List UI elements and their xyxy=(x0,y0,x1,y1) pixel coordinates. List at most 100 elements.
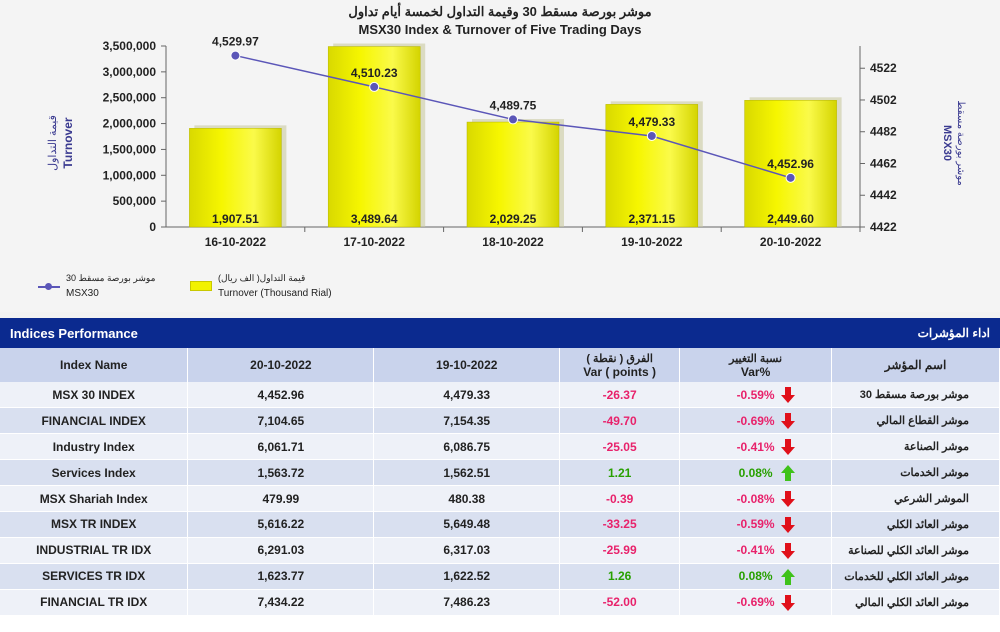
cell-index-name-ar: موشر بورصة مسقط 30 xyxy=(831,382,1000,409)
cell-index-name: FINANCIAL INDEX xyxy=(0,407,189,435)
cell-date2-value: 480.38 xyxy=(373,485,561,512)
cell-date1-value: 4,452.96 xyxy=(187,382,375,409)
legend-turnover-swatch xyxy=(190,281,212,291)
y-right-tick-label: 4442 xyxy=(870,188,897,202)
arrow-down-icon xyxy=(781,516,796,533)
cell-var-points: -0.39 xyxy=(559,485,681,512)
legend-turnover-en: Turnover (Thousand Rial) xyxy=(218,288,332,299)
cell-var-pct: -0.69% xyxy=(679,407,833,435)
cell-date1-value: 6,291.03 xyxy=(187,537,375,564)
y-left-tick-label: 3,500,000 xyxy=(103,39,157,53)
cell-date1-value: 7,104.65 xyxy=(187,407,375,435)
table-body: MSX 30 INDEX 4,452.96 4,479.33 -26.37 -0.59%… xyxy=(0,382,1000,616)
chart-title-ar: موشر بورصة مسقط 30 وقيمة التداول لخمسة أ… xyxy=(348,4,652,19)
msx30-point xyxy=(646,130,657,141)
legend-msx: موشر بورصة مسقط 30 MSX30 xyxy=(66,272,155,300)
turnover-bar xyxy=(189,128,282,228)
table-row: FINANCIAL TR IDX 7,434.22 7,486.23 -52.00 -0… xyxy=(0,589,1000,616)
bar-data-label: 2,449.60 xyxy=(767,212,814,226)
col-header-var-ar: الفرق ( نقطة ) xyxy=(586,352,653,365)
cell-var-points: 1.26 xyxy=(559,563,681,590)
cell-var-pct: -0.59% xyxy=(679,382,833,409)
y-left-tick-label: 3,000,000 xyxy=(103,65,157,79)
cell-index-name: SERVICES TR IDX xyxy=(0,563,189,590)
cell-date2-value: 7,154.35 xyxy=(373,407,561,435)
cell-var-points: -52.00 xyxy=(559,589,681,616)
col-header-pct: نسبة التغيير Var% xyxy=(679,348,833,382)
y-right-tick-label: 4502 xyxy=(870,93,897,107)
table-row: MSX Shariah Index 479.99 480.38 -0.39 -0.08%… xyxy=(0,485,1000,512)
cell-var-pct-value: -0.59% xyxy=(736,387,775,402)
y-left-tick-label: 1,500,000 xyxy=(103,142,157,156)
bar-data-label: 1,907.51 xyxy=(212,212,259,226)
cell-date2-value: 5,649.48 xyxy=(373,511,561,538)
y-left-tick-label: 2,000,000 xyxy=(103,117,157,131)
cell-var-pct-value: -0.41% xyxy=(736,439,775,454)
bar-data-label: 3,489.64 xyxy=(351,212,398,226)
col-header-date1: 20-10-2022 xyxy=(187,348,375,382)
cell-date2-value: 6,086.75 xyxy=(373,433,561,461)
table-row: MSX 30 INDEX 4,452.96 4,479.33 -26.37 -0.59%… xyxy=(0,382,1000,409)
chart-svg: 0 500,000 1,000,000 1,500,000 2,000,000 2,500… xyxy=(47,35,966,249)
cell-index-name-ar: موشر الصناعة xyxy=(831,433,1000,461)
cell-index-name-ar: موشر العائد الكلي xyxy=(831,511,1000,538)
col-header-name: Index Name xyxy=(0,348,189,382)
perf-header: Indices Performance اداء المؤشرات xyxy=(0,318,1000,348)
line-data-label: 4,452.96 xyxy=(767,157,814,171)
cell-date1-value: 7,434.22 xyxy=(187,589,375,616)
legend-msx-en: MSX30 xyxy=(66,288,99,299)
cell-var-pct: -0.59% xyxy=(679,511,833,538)
cell-date1-value: 1,623.77 xyxy=(187,563,375,590)
legend-turnover: قيمة التداول( الف ريال) Turnover (Thousa… xyxy=(218,272,332,300)
col-header-var: الفرق ( نقطة ) Var ( points ) xyxy=(559,348,681,382)
cell-index-name: MSX TR INDEX xyxy=(0,511,189,538)
msx30-point xyxy=(508,114,518,125)
arrow-up-icon xyxy=(781,465,796,482)
cell-var-points: -49.70 xyxy=(559,407,681,435)
cell-var-points: -25.99 xyxy=(559,537,681,564)
perf-header-ar: اداء المؤشرات xyxy=(917,326,990,340)
col-header-pct-en: Var% xyxy=(740,364,771,379)
cell-var-points: -33.25 xyxy=(559,511,681,538)
y-right-tick-label: 4462 xyxy=(870,156,897,170)
cell-date2-value: 1,562.51 xyxy=(373,459,561,487)
x-tick-label: 16-10-2022 xyxy=(205,235,267,249)
chart-title-en: MSX30 Index & Turnover of Five Trading D… xyxy=(358,22,642,37)
y-left-tick-label: 500,000 xyxy=(113,194,157,208)
x-tick-label: 19-10-2022 xyxy=(621,235,683,249)
cell-var-points: -26.37 xyxy=(559,382,681,409)
cell-date1-value: 1,563.72 xyxy=(187,459,375,487)
cell-date1-value: 479.99 xyxy=(187,485,375,512)
col-header-date2: 19-10-2022 xyxy=(373,348,561,382)
indices-performance-panel: Indices Performance اداء المؤشرات Index … xyxy=(0,318,1000,632)
y-left-axis-title-en: Turnover xyxy=(61,117,75,168)
cell-var-pct: -0.08% xyxy=(679,485,833,512)
y-left-tick-label: 2,500,000 xyxy=(103,91,157,105)
cell-index-name-ar: موشر العائد الكلي المالي xyxy=(831,589,1000,616)
cell-index-name: MSX Shariah Index xyxy=(0,485,189,512)
line-data-label: 4,510.23 xyxy=(351,66,398,80)
cell-index-name: FINANCIAL TR IDX xyxy=(0,589,189,616)
cell-var-pct-value: -0.59% xyxy=(736,517,775,532)
y-left-tick-label: 0 xyxy=(149,220,156,234)
cell-index-name-ar: الموشر الشرعي xyxy=(831,485,1000,512)
y-right-tick-label: 4522 xyxy=(870,61,897,75)
col-header-pct-ar: نسبة التغيير xyxy=(729,352,783,365)
arrow-down-icon xyxy=(781,439,796,456)
cell-var-pct-value: -0.41% xyxy=(736,543,775,558)
table-row: INDUSTRIAL TR IDX 6,291.03 6,317.03 -25.99 -… xyxy=(0,537,1000,564)
col-header-var-en: Var ( points ) xyxy=(583,364,656,379)
cell-var-pct: 0.08% xyxy=(679,459,833,487)
arrow-down-icon xyxy=(781,413,796,430)
arrow-down-icon xyxy=(781,491,796,508)
line-data-label: 4,529.97 xyxy=(212,35,259,49)
turnover-bar xyxy=(327,46,421,228)
table-row: Industry Index 6,061.71 6,086.75 -25.05 -0.4… xyxy=(0,433,1000,461)
y-left-tick-label: 1,000,000 xyxy=(103,168,157,182)
cell-var-pct: -0.69% xyxy=(679,589,833,616)
cell-var-pct-value: -0.69% xyxy=(736,413,775,428)
table-row: MSX TR INDEX 5,616.22 5,649.48 -33.25 -0.59%… xyxy=(0,511,1000,538)
table-row: Services Index 1,563.72 1,562.51 1.21 0.08% م… xyxy=(0,459,1000,487)
cell-date1-value: 6,061.71 xyxy=(187,433,375,461)
line-data-label: 4,479.33 xyxy=(628,115,675,129)
